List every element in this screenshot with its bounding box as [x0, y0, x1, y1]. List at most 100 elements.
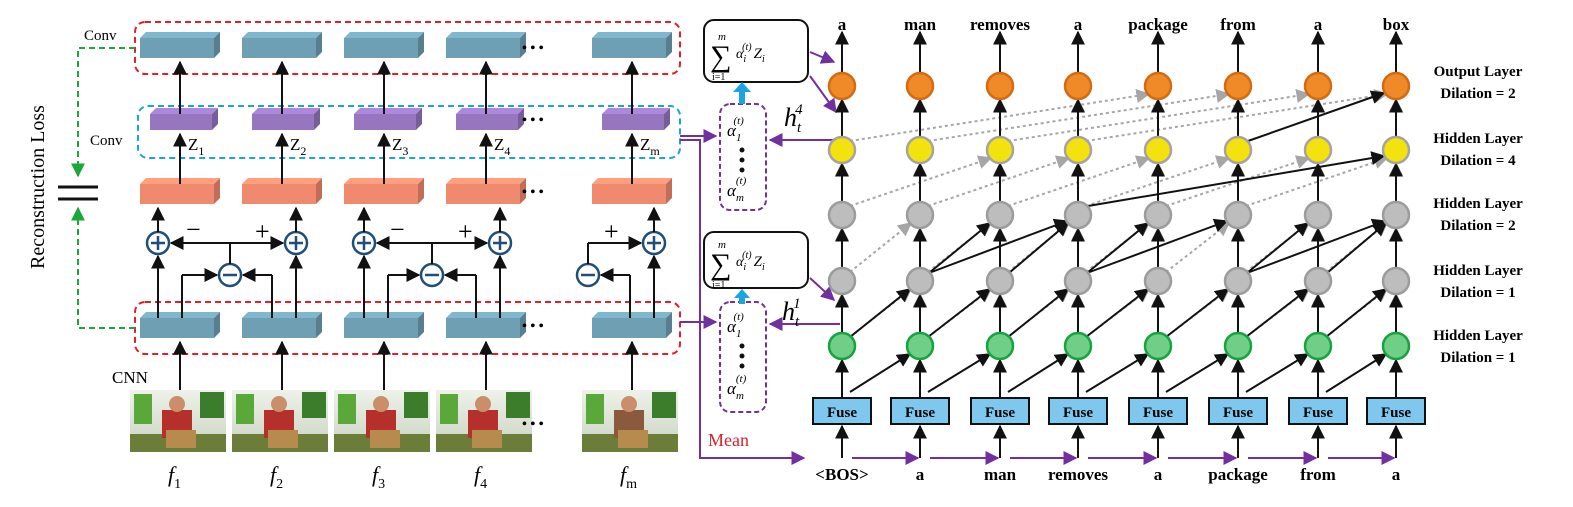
- cnn-feature-box-5-side: [666, 312, 672, 338]
- input-word-6: package: [1208, 465, 1268, 484]
- cnn-feature-box-2-front: [242, 318, 316, 338]
- alpha-m-top: αm(t): [727, 175, 747, 204]
- alpha-1-top-sub: 1: [736, 132, 742, 144]
- frame-label-3: f3: [372, 462, 385, 492]
- node-r4-c7: [1381, 331, 1411, 361]
- reconstruction-path: [71, 47, 135, 178]
- node-r0-c0: [827, 71, 857, 101]
- reconstruction-path-bottom: [71, 206, 135, 329]
- conv-top-box-5-top: [592, 32, 672, 38]
- node-r1-c1: [905, 135, 935, 165]
- z-box-5: [602, 108, 670, 130]
- ellipsis-5: • • •: [522, 417, 544, 432]
- conv-top-box-2-side: [316, 32, 322, 58]
- cnn-feature-box-3: [344, 312, 424, 338]
- output-word-3: removes: [970, 15, 1030, 34]
- z-sub-1: 1: [198, 144, 204, 158]
- z-box-1-top: [150, 108, 218, 114]
- add-node-b-2: [487, 230, 513, 256]
- z-label-2: Z2: [290, 135, 306, 158]
- skip-diagonal: [1245, 155, 1389, 207]
- node-r3-c3: [1063, 266, 1093, 296]
- frame-box: [166, 430, 196, 448]
- green-to-gray: [1165, 288, 1230, 338]
- conv-top-box-2: [242, 32, 322, 58]
- node-r2-c5: [1223, 200, 1253, 230]
- diff-box-3: [344, 178, 424, 204]
- fuse-box-7: Fuse: [1288, 397, 1348, 425]
- fuse-box-1: Fuse: [812, 397, 872, 425]
- conv-top-box-2-top: [242, 32, 322, 38]
- gray1-to-gray2: [1246, 222, 1310, 274]
- node-r3-c2: [985, 266, 1015, 296]
- input-word-8: a: [1392, 465, 1401, 484]
- node-r1-c2: [985, 135, 1015, 165]
- sum-formula-bottom-zsub: i: [762, 262, 765, 273]
- diff-box-5-side: [666, 178, 672, 204]
- frame-label-4: f4: [474, 462, 487, 492]
- node-r0-c4: [1143, 71, 1173, 101]
- cnn-feature-box-4-side: [520, 312, 526, 338]
- yellow-to-orange: [1247, 90, 1386, 142]
- sum-formula-bottom: m∑i=1αi(t) Zi: [710, 239, 765, 291]
- sum-formula-bottom-alpha-sub: i: [743, 262, 746, 273]
- z-box-4-top: [456, 108, 524, 114]
- diff-box-3-side: [418, 178, 424, 204]
- node-r1-c5: [1223, 135, 1253, 165]
- node-r0-c6: [1303, 71, 1333, 101]
- output-word-8: box: [1383, 15, 1410, 34]
- frame-head: [373, 396, 389, 412]
- z-sub-4: 4: [504, 144, 510, 158]
- input-word-7: from: [1300, 465, 1336, 484]
- sum-formula-top-alpha-sup: (t): [742, 42, 752, 53]
- gray1-to-gray2: [1326, 222, 1388, 274]
- fuse-label: Fuse: [985, 405, 1015, 421]
- diff-box-3-front: [344, 184, 418, 204]
- z-box-1: [150, 108, 218, 130]
- weighted-sum-box-top: [703, 19, 809, 83]
- frame-green: [506, 392, 530, 418]
- layer-title-1: Output Layer: [1434, 64, 1523, 80]
- frame-sub-4: 4: [480, 477, 487, 492]
- alpha-m-bottom: αm(t): [727, 373, 747, 402]
- node-r4-c4: [1143, 331, 1173, 361]
- layer-dilation-3: Dilation = 2: [1440, 218, 1515, 234]
- green-to-gray: [849, 288, 912, 338]
- z-sub-5: m: [650, 144, 660, 158]
- h-label-bottom-sup: 1: [793, 296, 801, 312]
- fuse-rect: [970, 397, 1030, 425]
- layer-title-5: Hidden Layer: [1433, 328, 1523, 344]
- h-label-top-sup: 4: [795, 102, 803, 118]
- node-r1-c7: [1381, 135, 1411, 165]
- minus-sign-2: −: [390, 215, 405, 244]
- frame-plant: [134, 394, 152, 424]
- fuse-box-4: Fuse: [1048, 397, 1108, 425]
- fuse-label: Fuse: [1223, 405, 1253, 421]
- sub-node-1: [217, 262, 243, 288]
- node-r0-c7: [1381, 71, 1411, 101]
- conv-top-box-3-side: [418, 32, 424, 58]
- node-r3-c4: [1143, 266, 1173, 296]
- node-r1-c3: [1063, 135, 1093, 165]
- video-frame-4: [436, 390, 532, 452]
- frame-box: [268, 430, 298, 448]
- node-r1-c6: [1303, 135, 1333, 165]
- fuse-rect: [890, 397, 950, 425]
- alpha-m-bottom-sub: m: [736, 390, 744, 402]
- add-node-a-2: [351, 230, 377, 256]
- cnn-feature-box-1-front: [140, 318, 214, 338]
- fuse-box-5: Fuse: [1128, 397, 1188, 425]
- layer-title-2: Hidden Layer: [1433, 131, 1523, 147]
- alpha-1-top-sup: (t): [733, 115, 744, 127]
- fuse-to-green: [1245, 353, 1310, 393]
- frame-box: [370, 430, 400, 448]
- conv-top-box-1-side: [214, 32, 220, 58]
- h-label-bottom: ht1: [782, 296, 801, 330]
- conv-top-box-4-side: [520, 32, 526, 58]
- sum-formula-top-sigma: ∑: [710, 40, 731, 73]
- conv-top-box-3: [344, 32, 424, 58]
- input-word-4: removes: [1048, 465, 1108, 484]
- fuse-rect: [1128, 397, 1188, 425]
- cnn-feature-box-3-side: [418, 312, 424, 338]
